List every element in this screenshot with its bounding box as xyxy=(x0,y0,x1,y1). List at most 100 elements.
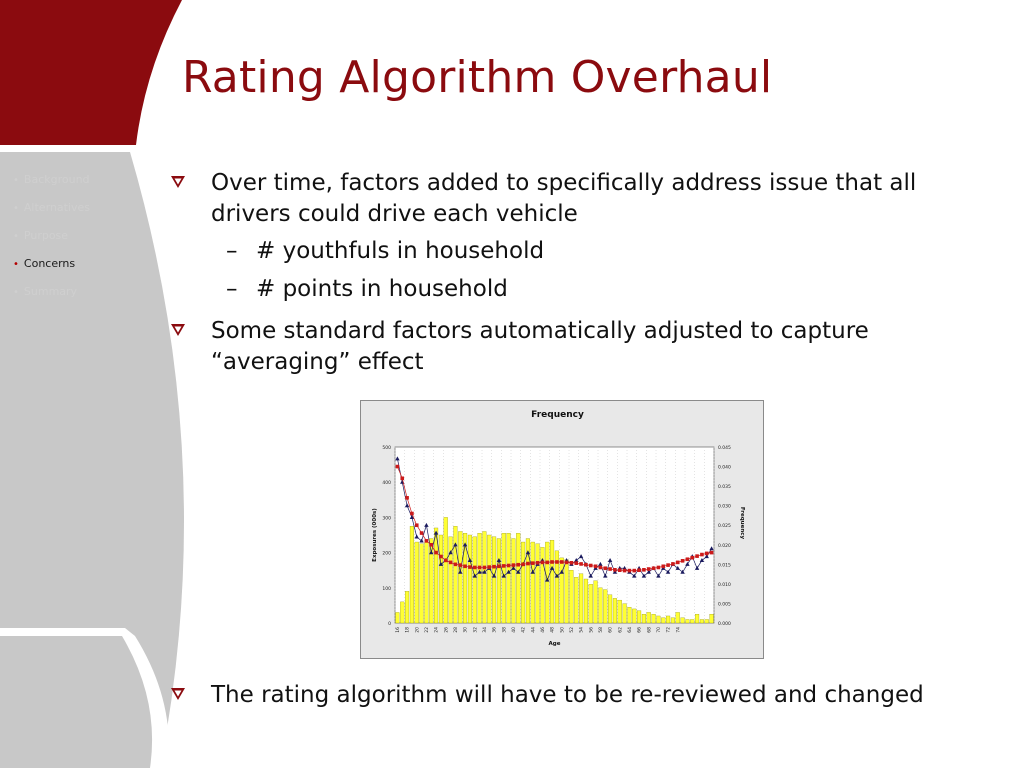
data-point xyxy=(545,577,550,582)
checkbox-arrow-icon xyxy=(171,324,185,336)
data-point xyxy=(603,573,608,578)
data-point xyxy=(414,534,419,539)
x-tick-label: 20 xyxy=(414,627,420,633)
data-point xyxy=(453,542,458,547)
checkbox-arrow-icon xyxy=(171,688,185,700)
data-point xyxy=(429,542,434,547)
data-bar xyxy=(487,534,492,624)
data-point xyxy=(526,561,530,566)
y2-tick-label: 0.000 xyxy=(718,621,731,627)
x-tick-label: 58 xyxy=(598,627,604,633)
bullet-item: Over time, factors added to specifically… xyxy=(170,168,1000,230)
slide-title: Rating Algorithm Overhaul xyxy=(182,52,773,103)
data-bar xyxy=(690,619,695,624)
nav-item-label: Background xyxy=(23,173,90,186)
data-point xyxy=(685,561,690,566)
data-bar xyxy=(511,538,516,624)
data-bar xyxy=(463,533,468,624)
x-tick-label: 50 xyxy=(559,627,565,633)
data-point xyxy=(632,568,637,573)
data-point xyxy=(521,562,525,567)
y2-tick-label: 0.015 xyxy=(718,562,731,568)
nav-item-summary[interactable]: • Summary xyxy=(13,284,90,312)
data-bar xyxy=(434,527,439,624)
data-point xyxy=(584,562,588,567)
plot-area xyxy=(394,446,715,624)
nav-item-alternatives[interactable]: • Alternatives xyxy=(13,200,90,228)
x-tick-label: 68 xyxy=(646,627,652,633)
sub-bullet-item: – # points in household xyxy=(226,274,508,305)
data-bar xyxy=(482,531,487,624)
y-tick-label: 0 xyxy=(388,621,391,627)
data-point xyxy=(675,560,680,565)
data-point xyxy=(632,573,637,578)
sidebar-white-band xyxy=(0,628,170,768)
bullet-dot-icon: • xyxy=(13,231,19,242)
x-tick-label: 42 xyxy=(521,627,527,633)
bullet-text: Over time, factors added to specifically… xyxy=(211,170,917,227)
nav-item-label: Concerns xyxy=(23,257,76,270)
y-tick-label: 500 xyxy=(382,445,391,451)
data-point xyxy=(395,464,400,469)
data-point xyxy=(535,560,540,565)
data-bar xyxy=(632,608,637,624)
data-point xyxy=(671,562,675,566)
data-bar xyxy=(521,541,526,624)
chart-svg: Frequency 0 100 200 300 400 500 0.000 0.005 0.010… xyxy=(372,410,745,647)
data-bar xyxy=(477,533,482,624)
x-tick-label: 60 xyxy=(608,627,614,633)
data-point xyxy=(646,567,651,571)
data-point xyxy=(433,530,439,535)
x-tick-label: 36 xyxy=(492,627,498,633)
y2-tick-label: 0.030 xyxy=(718,504,731,510)
data-point xyxy=(656,573,661,578)
data-point xyxy=(501,564,506,568)
data-point xyxy=(574,561,579,565)
data-point xyxy=(627,568,632,573)
data-point xyxy=(550,560,554,564)
data-point xyxy=(482,569,487,574)
x-tick-label: 48 xyxy=(550,627,556,633)
sidebar-gray-panel xyxy=(0,152,184,768)
data-bar xyxy=(409,526,414,624)
data-point xyxy=(685,557,690,562)
nav-item-background[interactable]: • Background xyxy=(13,172,90,200)
y-tick-label: 300 xyxy=(382,515,391,521)
data-point xyxy=(656,565,661,570)
data-point xyxy=(448,560,453,565)
data-bar xyxy=(424,541,429,624)
data-bar xyxy=(637,610,642,624)
data-point xyxy=(463,564,467,569)
data-point xyxy=(414,523,419,528)
data-bar xyxy=(622,603,627,624)
data-bar xyxy=(627,607,632,624)
data-point xyxy=(525,550,531,555)
x-tick-label: 46 xyxy=(540,627,546,633)
data-bar xyxy=(661,617,666,624)
nav-item-purpose[interactable]: • Purpose xyxy=(13,228,90,256)
data-bar xyxy=(429,538,434,624)
nav-item-label: Summary xyxy=(23,285,78,298)
data-point xyxy=(608,567,612,571)
data-point xyxy=(516,569,521,574)
data-point xyxy=(404,503,410,508)
data-point xyxy=(598,565,603,570)
data-point xyxy=(448,550,453,555)
data-point xyxy=(424,539,429,543)
data-point xyxy=(516,562,521,567)
data-point xyxy=(661,564,666,569)
data-point xyxy=(622,568,627,573)
sub-bullet-text: # points in household xyxy=(256,276,508,302)
x-tick-label: 24 xyxy=(434,627,440,633)
data-bar xyxy=(695,614,700,624)
data-bar xyxy=(405,591,410,624)
data-bar xyxy=(579,573,584,624)
data-point xyxy=(395,456,400,461)
nav-item-concerns[interactable]: • Concerns xyxy=(13,256,90,284)
y2-tick-label: 0.020 xyxy=(718,543,731,549)
dash-marker: – xyxy=(226,276,238,302)
x-tick-label: 18 xyxy=(405,627,411,633)
data-point xyxy=(559,569,564,574)
data-point xyxy=(530,561,535,565)
